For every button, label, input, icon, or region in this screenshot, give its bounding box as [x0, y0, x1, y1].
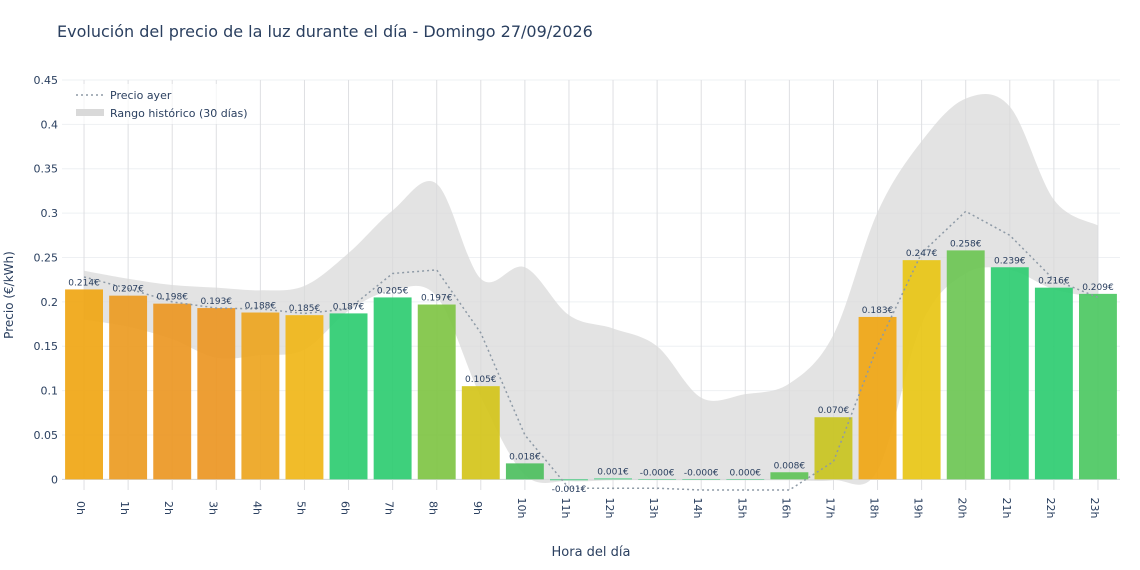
x-tick-label: 16h	[779, 498, 792, 519]
bar-18h	[858, 316, 897, 480]
bar-16h	[770, 472, 809, 480]
x-tick-label: 11h	[559, 498, 572, 519]
y-axis-title: Precio (€/kWh)	[2, 251, 16, 339]
x-tick-label: 12h	[603, 498, 616, 519]
data-label-8h: 0.197€	[421, 294, 453, 304]
y-tick-label: 0.4	[41, 118, 59, 131]
historical-range-band	[84, 94, 1098, 485]
legend: Precio ayer Rango histórico (30 días)	[70, 84, 258, 124]
bar-3h	[197, 308, 236, 480]
bar-7h	[373, 297, 412, 480]
x-tick-label: 13h	[647, 498, 660, 519]
bar-4h	[241, 312, 280, 480]
data-label-19h: 0.247€	[906, 249, 938, 259]
data-label-23h: 0.209€	[1082, 283, 1114, 293]
data-label-3h: 0.193€	[201, 297, 233, 307]
legend-box	[70, 84, 258, 124]
data-label-7h: 0.205€	[377, 286, 409, 296]
bar-1h	[109, 295, 148, 480]
data-label-13h: -0.000€	[640, 468, 675, 478]
bar-17h	[814, 417, 853, 480]
bar-12h	[594, 478, 632, 480]
data-label-17h: 0.070€	[818, 406, 850, 416]
x-tick-label: 20h	[956, 498, 969, 519]
x-tick-label: 2h	[162, 501, 175, 515]
bars	[65, 250, 1117, 481]
bar-6h	[329, 313, 368, 480]
y-tick-label: 0.3	[41, 207, 59, 220]
bar-19h	[902, 260, 941, 480]
data-labels: 0.214€ 0.207€ 0.198€ 0.193€ 0.188€ 0.185€ 0.18…	[68, 239, 1114, 495]
x-tick-label: 0h	[74, 501, 87, 515]
bar-9h	[461, 386, 500, 480]
bar-23h	[1079, 293, 1117, 480]
y-axis: 0 0.05 0.1 0.15 0.2 0.25 0.3 0.35 0.4 0.45	[34, 74, 59, 486]
data-label-10h: 0.018€	[509, 452, 541, 462]
data-label-4h: 0.188€	[245, 302, 277, 312]
data-label-5h: 0.185€	[289, 304, 321, 314]
data-label-6h: 0.187€	[333, 302, 365, 312]
bar-5h	[285, 315, 324, 480]
data-label-9h: 0.105€	[465, 375, 497, 385]
x-axis-title: Hora del día	[552, 545, 631, 560]
legend-range-label: Rango histórico (30 días)	[110, 107, 248, 120]
x-axis: 0h 1h 2h 3h 4h 5h 6h 7h 8h 9h 10h 11h 12h 13h 14h 15h 16…	[74, 498, 1101, 519]
y-tick-label: 0.2	[41, 296, 59, 309]
data-label-21h: 0.239€	[994, 256, 1026, 266]
y-tick-label: 0.35	[34, 163, 59, 176]
y-tick-label: 0.25	[34, 251, 59, 264]
data-label-18h: 0.183€	[862, 306, 894, 316]
bar-10h	[505, 463, 544, 480]
bar-15h	[726, 479, 765, 480]
x-tick-label: 18h	[868, 498, 881, 519]
x-tick-label: 7h	[383, 501, 396, 515]
data-label-22h: 0.216€	[1038, 277, 1070, 287]
bar-8h	[417, 304, 456, 480]
x-tick-label: 3h	[206, 501, 219, 515]
x-tick-label: 19h	[912, 498, 925, 519]
bar-21h	[990, 267, 1029, 480]
legend-range-swatch	[76, 109, 104, 116]
x-tick-label: 10h	[515, 498, 528, 519]
legend-yesterday-label: Precio ayer	[110, 89, 172, 102]
x-tick-label: 8h	[427, 501, 440, 515]
y-tick-label: 0.05	[34, 429, 59, 442]
x-tick-label: 17h	[823, 498, 836, 519]
data-label-1h: 0.207€	[112, 285, 144, 295]
x-tick-label: 14h	[691, 498, 704, 519]
bar-13h	[638, 479, 677, 480]
yesterday-price-line	[83, 210, 1099, 491]
data-label-2h: 0.198€	[156, 293, 188, 303]
bar-20h	[946, 250, 985, 480]
x-tick-label: 9h	[471, 501, 484, 515]
data-label-11h: -0.001€	[552, 485, 587, 495]
x-tick-label: 22h	[1044, 498, 1057, 519]
x-tick-label: 23h	[1088, 498, 1101, 519]
yesterday-price-polyline	[83, 210, 1099, 491]
bar-14h	[682, 479, 721, 480]
x-tick-label: 15h	[735, 498, 748, 519]
historical-range-area	[84, 94, 1098, 485]
bar-22h	[1034, 287, 1073, 480]
data-label-15h: 0.000€	[730, 468, 762, 478]
bar-11h	[550, 479, 588, 481]
data-label-14h: -0.000€	[684, 468, 719, 478]
y-tick-label: 0.1	[41, 385, 59, 398]
bar-0h	[65, 289, 103, 480]
data-label-12h: 0.001€	[597, 467, 629, 477]
y-tick-label: 0	[51, 473, 58, 486]
chart-title: Evolución del precio de la luz durante e…	[57, 22, 593, 41]
x-tick-label: 1h	[118, 501, 131, 515]
data-label-0h: 0.214€	[68, 278, 100, 288]
y-tick-label: 0.45	[34, 74, 59, 87]
bar-2h	[153, 303, 192, 480]
x-tick-label: 21h	[1000, 498, 1013, 519]
x-tick-label: 5h	[294, 501, 307, 515]
x-tick-label: 6h	[339, 501, 352, 515]
data-label-16h: 0.008€	[774, 461, 806, 471]
x-tick-label: 4h	[250, 501, 263, 515]
y-tick-label: 0.15	[34, 340, 59, 353]
data-label-20h: 0.258€	[950, 239, 982, 249]
